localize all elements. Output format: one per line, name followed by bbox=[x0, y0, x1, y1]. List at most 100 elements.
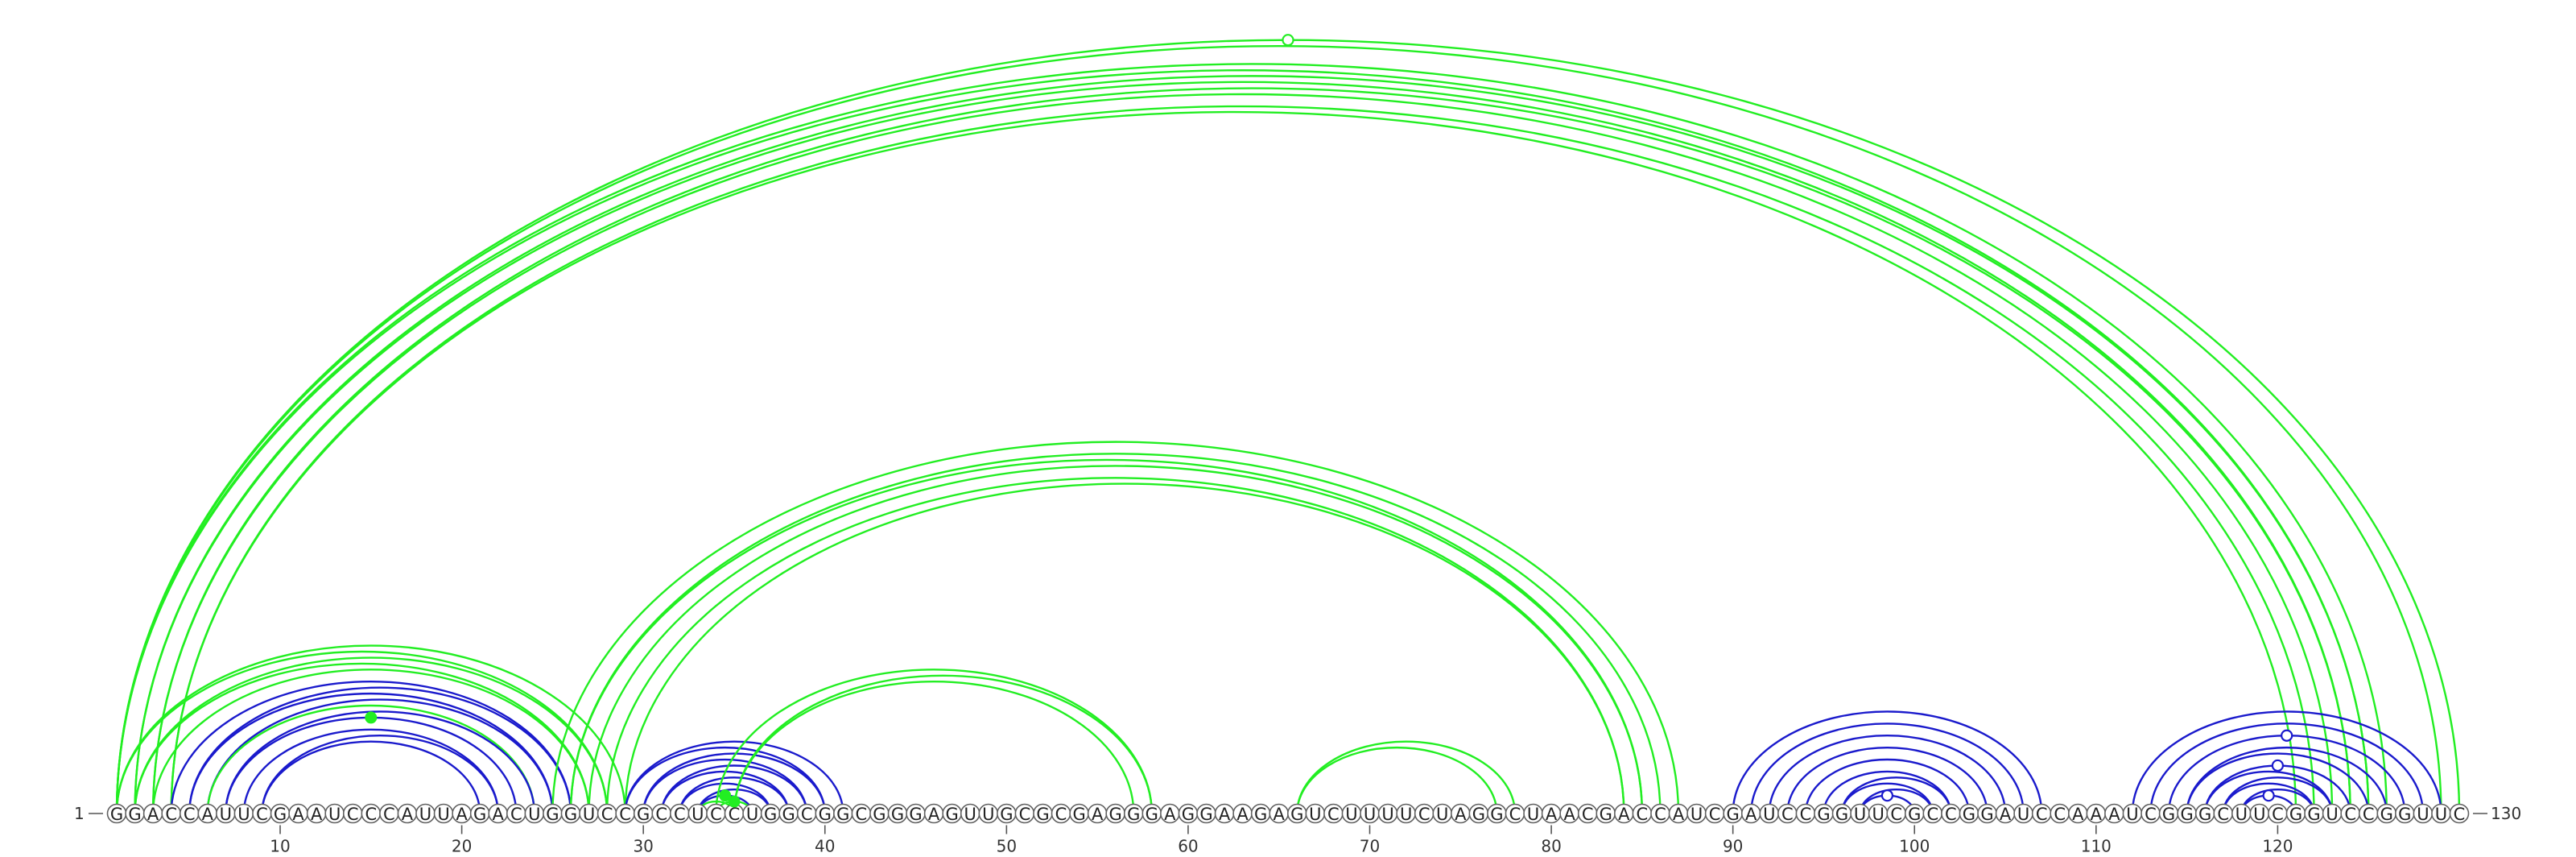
nucleotide: C bbox=[597, 803, 617, 824]
nucleotide-letter: U bbox=[1400, 805, 1412, 824]
nucleotide: C bbox=[1777, 803, 1798, 824]
base-pair-arc bbox=[171, 106, 2314, 814]
nucleotide-letter: U bbox=[2417, 805, 2429, 824]
nucleotide-letter: G bbox=[1182, 805, 1195, 824]
nucleotide: G bbox=[1814, 803, 1834, 824]
nucleotide: U bbox=[1360, 803, 1380, 824]
nucleotide-letter: G bbox=[1908, 805, 1921, 824]
base-pair-arc bbox=[551, 441, 1680, 814]
nucleotide: C bbox=[651, 803, 672, 824]
nucleotide: C bbox=[2213, 803, 2234, 824]
nucleotide: A bbox=[197, 803, 218, 824]
nucleotide-letter: C bbox=[184, 805, 196, 824]
nucleotide-letter: G bbox=[1963, 805, 1975, 824]
nucleotide-letter: C bbox=[1019, 805, 1031, 824]
nucleotide: U bbox=[579, 803, 599, 824]
nucleotide: A bbox=[1232, 803, 1253, 824]
nucleotide-letter: G bbox=[1036, 805, 1049, 824]
nucleotide: U bbox=[1686, 803, 1707, 824]
sequence-backbone: 1 130 bbox=[74, 804, 2521, 823]
nucleotide: U bbox=[1759, 803, 1780, 824]
nucleotide: G bbox=[833, 803, 853, 824]
tick-label: 10 bbox=[270, 837, 290, 856]
nucleotide: C bbox=[1051, 803, 1071, 824]
nucleotide-letter: A bbox=[1219, 805, 1231, 824]
base-pair-arc bbox=[261, 740, 481, 814]
nucleotide: G bbox=[1196, 803, 1216, 824]
pair-marker bbox=[1282, 34, 1294, 47]
nucleotide: G bbox=[270, 803, 291, 824]
base-pair-arc bbox=[115, 68, 2370, 814]
nucleotide: A bbox=[1559, 803, 1579, 824]
nucleotide: G bbox=[1831, 803, 1852, 824]
nucleotide: U bbox=[2122, 803, 2143, 824]
nucleotide-letter: U bbox=[964, 805, 976, 824]
nucleotide-letter: U bbox=[1872, 805, 1884, 824]
tick-label: 120 bbox=[2262, 837, 2293, 856]
position-ticks: 10 20 30 40 50 60 70 80 90 100 110 120 bbox=[270, 825, 2293, 856]
nucleotide-letter: C bbox=[2217, 805, 2229, 824]
base-pair-arc bbox=[151, 669, 590, 814]
nucleotide: C bbox=[1323, 803, 1344, 824]
nucleotide: A bbox=[1541, 803, 1562, 824]
nucleotide-letter: G bbox=[473, 805, 486, 824]
nucleotide: A bbox=[1451, 803, 1471, 824]
nucleotide: A bbox=[488, 803, 509, 824]
nucleotide-letter: G bbox=[2289, 805, 2302, 824]
nucleotide-letter: G bbox=[1600, 805, 1612, 824]
nucleotide-letter: C bbox=[710, 805, 722, 824]
pair-markers bbox=[365, 34, 2293, 808]
nucleotide: C bbox=[161, 803, 181, 824]
nucleotide: U bbox=[2322, 803, 2343, 824]
nucleotide-letter: U bbox=[2253, 805, 2265, 824]
nucleotide: G bbox=[2194, 803, 2215, 824]
nucleotide-letter: G bbox=[819, 805, 832, 824]
nucleotide: C bbox=[2031, 803, 2052, 824]
nucleotide: C bbox=[1941, 803, 1961, 824]
nucleotide-letter: G bbox=[1472, 805, 1485, 824]
nucleotide: A bbox=[923, 803, 944, 824]
nucleotide: C bbox=[1922, 803, 1943, 824]
nucleotide-letter: C bbox=[1654, 805, 1666, 824]
nucleotide: A bbox=[1668, 803, 1689, 824]
nucleotide: C bbox=[2449, 803, 2470, 824]
base-pair-arc bbox=[134, 662, 590, 814]
nucleotide: G bbox=[887, 803, 908, 824]
nucleotide: G bbox=[1105, 803, 1125, 824]
nucleotide-letter: U bbox=[1345, 805, 1357, 824]
nucleotide: C bbox=[2050, 803, 2070, 824]
nucleotide-letter: A bbox=[2091, 805, 2103, 824]
nucleotide-letter: A bbox=[292, 805, 304, 824]
nucleotide-letter: U bbox=[691, 805, 704, 824]
nucleotide-letter: U bbox=[2326, 805, 2338, 824]
nucleotide-letter: U bbox=[1381, 805, 1393, 824]
nucleotide: G bbox=[778, 803, 799, 824]
nucleotide: U bbox=[1341, 803, 1362, 824]
nucleotide-letter: G bbox=[1109, 805, 1122, 824]
nucleotide-letter: A bbox=[2072, 805, 2084, 824]
start-label: 1 bbox=[74, 804, 85, 823]
nucleotide-letter: C bbox=[1055, 805, 1067, 824]
nucleotide: G bbox=[1487, 803, 1507, 824]
nucleotide: G bbox=[1596, 803, 1616, 824]
nucleotide-letter: G bbox=[2198, 805, 2211, 824]
nucleotide-letter: G bbox=[546, 805, 559, 824]
nucleotide: C bbox=[1014, 803, 1035, 824]
nucleotide-letter: C bbox=[1509, 805, 1521, 824]
nucleotide: A bbox=[1740, 803, 1761, 824]
nucleotide-letter: C bbox=[674, 805, 686, 824]
pair-marker bbox=[365, 711, 378, 724]
nucleotide-letter: A bbox=[1455, 805, 1467, 824]
nucleotide-letter: U bbox=[237, 805, 250, 824]
nucleotide-letter: U bbox=[2235, 805, 2248, 824]
nucleotide-letter: A bbox=[1164, 805, 1176, 824]
nucleotide: C bbox=[2140, 803, 2161, 824]
nucleotide: C bbox=[361, 803, 382, 824]
nucleotide-letter: U bbox=[1436, 805, 1448, 824]
nucleotide: U bbox=[1850, 803, 1870, 824]
nucleotide-letter: G bbox=[1146, 805, 1158, 824]
base-pair-arc bbox=[624, 482, 1625, 814]
nucleotide-letter: A bbox=[1236, 805, 1249, 824]
pair-marker bbox=[1880, 789, 1894, 802]
